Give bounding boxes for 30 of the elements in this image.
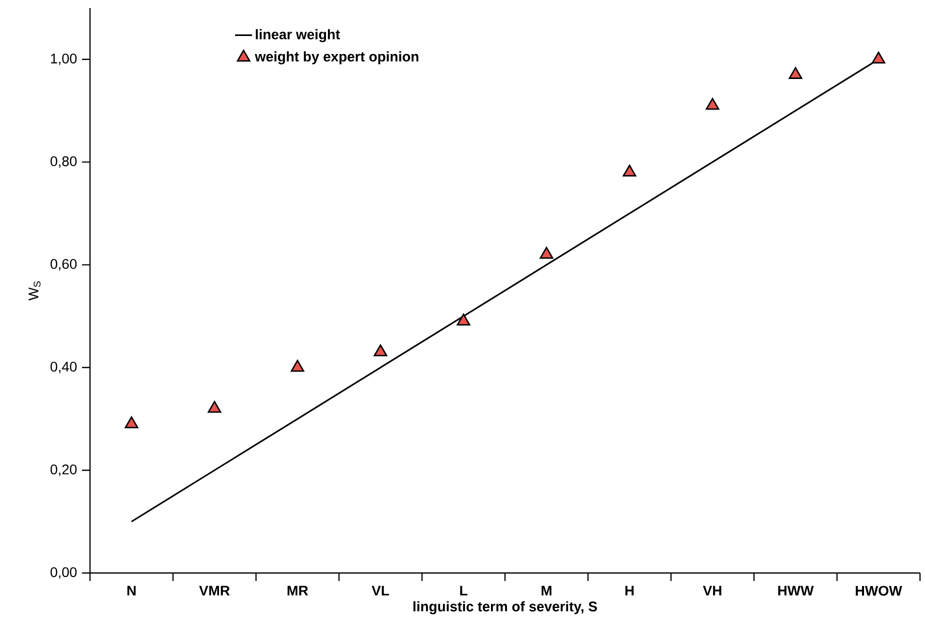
x-tick-label: H (625, 586, 634, 596)
x-axis-title: linguistic term of severity, S (413, 601, 597, 614)
x-tick-label: L (460, 586, 468, 596)
x-tick-label: VL (372, 586, 389, 596)
point (706, 98, 720, 110)
point (374, 344, 388, 356)
x-tick-label: MR (288, 586, 308, 596)
y-axis-title: W$_{S}$ (28, 281, 41, 301)
y-tick-label: 0,60 (50, 259, 77, 271)
y-tick-label: 0,80 (50, 156, 77, 168)
y-tick-label: 0,00 (50, 567, 77, 579)
x-tick-label: M (542, 586, 552, 596)
point (456, 314, 470, 326)
x-tick-label: HWW (778, 586, 814, 596)
x-tick-label: VH (702, 586, 722, 596)
x-tick-label: N (127, 586, 136, 596)
y-tick-label: 0,40 (50, 362, 77, 374)
x-tick-label: HWOW (856, 586, 902, 596)
point (124, 416, 138, 428)
x-tick-label: VMR (199, 586, 230, 596)
point (872, 52, 886, 64)
point (622, 164, 636, 177)
point (290, 360, 304, 372)
y-tick-label: 1,00 (51, 54, 77, 66)
legend-label: linear weight (256, 29, 340, 42)
point (788, 67, 802, 79)
point (540, 246, 554, 259)
y-tick-label: 0,20 (50, 464, 77, 476)
point (208, 400, 222, 413)
legend-label: weight by expert opinion (254, 51, 418, 64)
